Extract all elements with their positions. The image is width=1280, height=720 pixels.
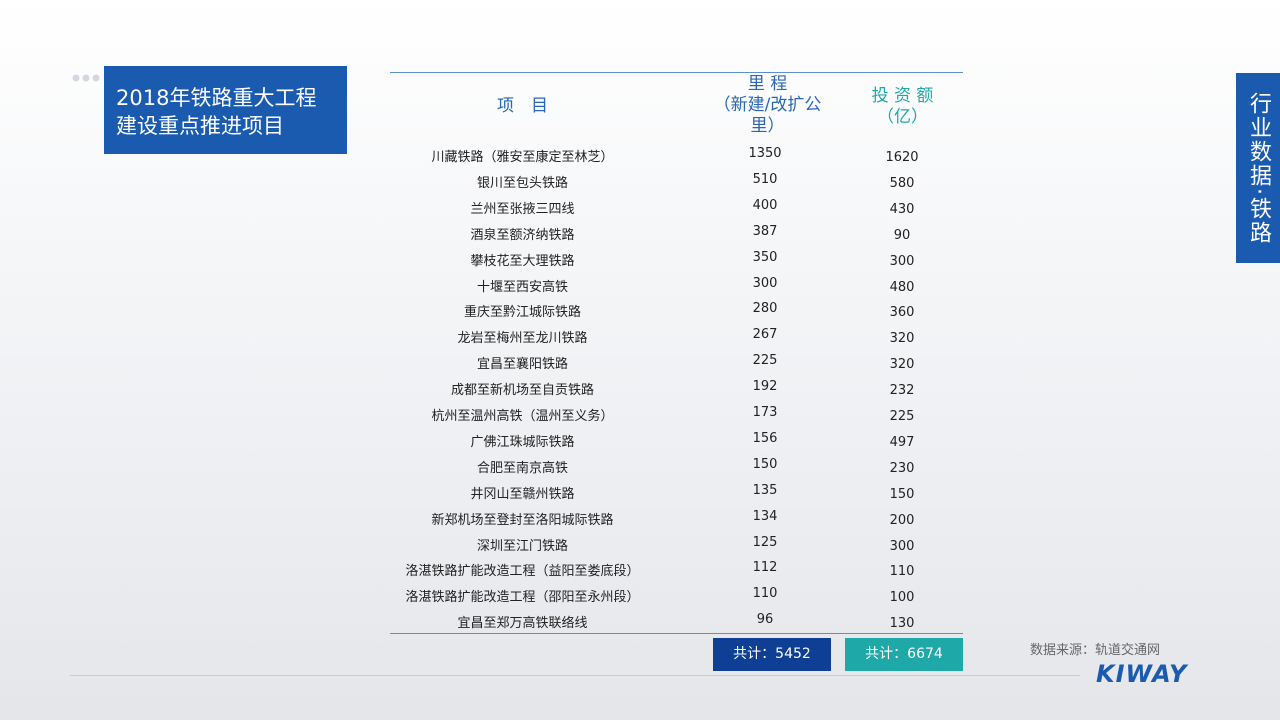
project-name: 酒泉至额济纳铁路 bbox=[470, 227, 575, 243]
investment: 497 bbox=[889, 434, 915, 450]
project-name: 银川至包头铁路 bbox=[476, 175, 568, 191]
table-bottom-line bbox=[390, 633, 963, 634]
total-investment: 共计：6674 bbox=[845, 638, 963, 671]
mileage: 267 bbox=[752, 327, 778, 343]
investment: 90 bbox=[893, 227, 911, 243]
title-box: 2018年铁路重大工程 建设重点推进项目 bbox=[104, 66, 347, 154]
investment: 320 bbox=[889, 357, 915, 373]
footer-line bbox=[70, 675, 1080, 676]
header-project: 项 目 bbox=[497, 96, 548, 116]
project-name: 川藏铁路（雅安至康定至林芝） bbox=[431, 150, 614, 165]
header-investment: 投 资 额 （亿） bbox=[850, 86, 955, 128]
mileage: 280 bbox=[752, 301, 778, 317]
project-name: 合肥至南京高铁 bbox=[476, 460, 568, 476]
investment: 320 bbox=[889, 331, 915, 347]
mileage: 96 bbox=[756, 612, 774, 628]
project-name: 成都至新机场至自贡铁路 bbox=[450, 383, 594, 399]
project-name: 井冈山至赣州铁路 bbox=[470, 486, 575, 502]
project-name: 宜昌至襄阳铁路 bbox=[476, 357, 568, 373]
project-name: 洛湛铁路扩能改造工程（邵阳至永州段） bbox=[405, 590, 640, 606]
mileage: 135 bbox=[752, 482, 778, 498]
table-top-line bbox=[390, 72, 963, 73]
project-name: 宜昌至郑万高铁联络线 bbox=[457, 616, 588, 632]
total-mileage: 共计：5452 bbox=[713, 638, 831, 671]
mileage: 510 bbox=[752, 171, 778, 187]
header-mileage: 里 程 （新建/改扩公里） bbox=[705, 74, 830, 137]
investment: 300 bbox=[889, 253, 915, 269]
header-line: 投 资 额 bbox=[871, 86, 934, 106]
logo: KIWAY bbox=[1096, 660, 1188, 688]
project-name: 新郑机场至登封至洛阳城际铁路 bbox=[431, 512, 614, 528]
mileage: 300 bbox=[752, 275, 778, 291]
project-name: 深圳至江门铁路 bbox=[476, 538, 568, 554]
mileage: 173 bbox=[752, 405, 778, 420]
source: 数据来源：轨道交通网 bbox=[1030, 643, 1161, 658]
title-line: 建设重点推进项目 bbox=[116, 114, 284, 138]
mileage: 156 bbox=[752, 430, 778, 446]
project-name: 龙岩至梅州至龙川铁路 bbox=[457, 331, 588, 347]
investment: 580 bbox=[889, 175, 915, 191]
header-line: （新建/改扩公里） bbox=[713, 95, 822, 136]
header-line: （亿） bbox=[877, 107, 928, 127]
mileage: 387 bbox=[752, 223, 778, 239]
project-name: 广佛江珠城际铁路 bbox=[470, 434, 575, 450]
project-name: 洛湛铁路扩能改造工程（益阳至娄底段） bbox=[405, 564, 640, 580]
investment: 480 bbox=[889, 279, 915, 295]
investment: 130 bbox=[889, 616, 915, 632]
mileage: 125 bbox=[752, 534, 778, 550]
mileage: 1350 bbox=[748, 146, 782, 161]
project-name: 兰州至张掖三四线 bbox=[470, 201, 575, 217]
mileage: 150 bbox=[752, 456, 778, 472]
investment: 230 bbox=[889, 460, 915, 476]
investment: 150 bbox=[889, 486, 915, 502]
project-name: 攀枝花至大理铁路 bbox=[470, 253, 575, 269]
investment: 300 bbox=[889, 538, 915, 554]
side-tab: 行业数据·铁路 bbox=[1236, 73, 1280, 263]
investment: 430 bbox=[889, 201, 915, 217]
mileage: 134 bbox=[752, 508, 778, 524]
title-line: 2018年铁路重大工程 bbox=[116, 86, 317, 110]
mileage: 225 bbox=[752, 353, 778, 369]
investment: 1620 bbox=[885, 150, 919, 165]
mileage: 112 bbox=[752, 560, 778, 576]
investment: 225 bbox=[889, 409, 915, 424]
header-line: 里 程 bbox=[747, 74, 788, 94]
investment: 232 bbox=[889, 383, 915, 399]
dots bbox=[72, 67, 102, 82]
project-name: 杭州至温州高铁（温州至义务） bbox=[431, 409, 614, 424]
project-name: 十堰至西安高铁 bbox=[476, 279, 568, 295]
mileage: 110 bbox=[752, 586, 778, 602]
investment: 110 bbox=[889, 564, 915, 580]
mileage: 400 bbox=[752, 197, 778, 213]
investment: 200 bbox=[889, 512, 915, 528]
investment: 360 bbox=[889, 305, 915, 321]
investment: 100 bbox=[889, 590, 915, 606]
project-name: 重庆至黔江城际铁路 bbox=[463, 305, 581, 321]
mileage: 350 bbox=[752, 249, 778, 265]
mileage: 192 bbox=[752, 379, 778, 395]
